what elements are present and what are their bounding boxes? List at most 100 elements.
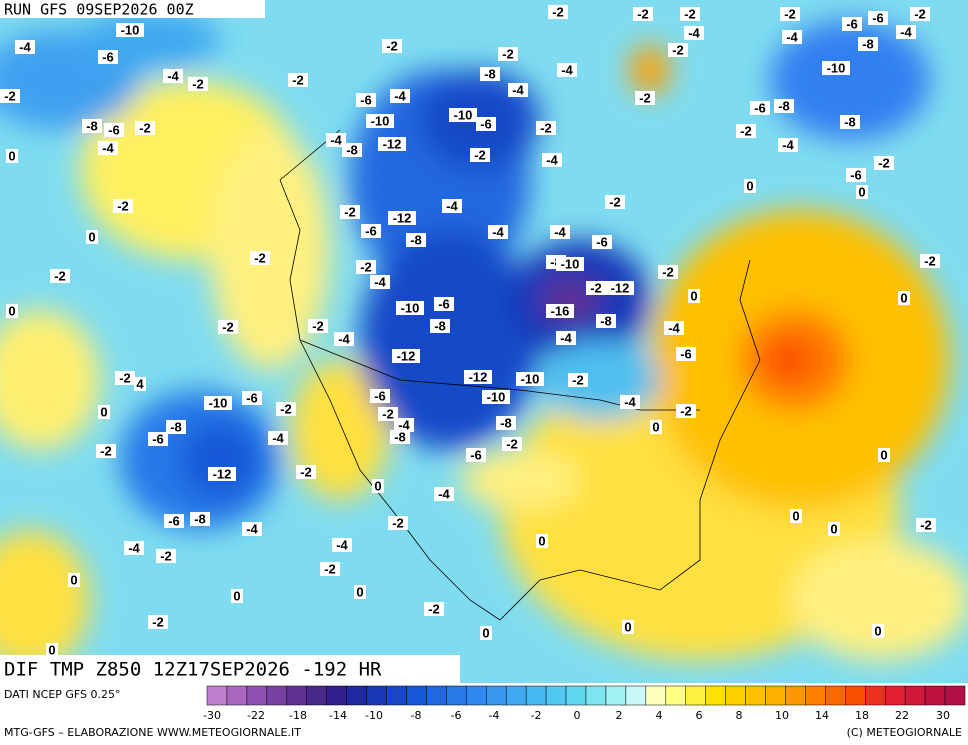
contour-label: -4: [246, 521, 258, 536]
contour-label: 0: [233, 588, 240, 603]
contour-label: -4: [561, 62, 573, 77]
contour-label-box: [388, 516, 408, 530]
contour-label-box: [356, 260, 376, 274]
contour-label: -2: [360, 259, 372, 274]
contour-label: -10: [487, 389, 506, 404]
colorbar-swatch: [685, 685, 706, 706]
contour-label: -6: [480, 116, 492, 131]
contour-label: -10: [454, 107, 473, 122]
contour-label-box: [557, 63, 577, 77]
colorbar-swatch: [924, 685, 946, 706]
contour-label-box: [164, 514, 184, 528]
contour-label: -2: [222, 319, 234, 334]
contour-label-box: [113, 199, 133, 213]
contour-label: 4: [136, 376, 144, 391]
contour-label: -6: [152, 431, 164, 446]
contour-label: -4: [546, 152, 558, 167]
contour-label: 0: [8, 303, 15, 318]
contour-label: -10: [561, 256, 580, 271]
contour-label: -10: [371, 113, 390, 128]
contour-label: -2: [324, 561, 336, 576]
colorbar-swatch: [845, 685, 866, 706]
contour-label: 0: [624, 619, 631, 634]
contour-label-box: [874, 156, 894, 170]
contour-label-box: [750, 101, 770, 115]
contour-label: -4: [167, 68, 179, 83]
contour-label-box: [242, 522, 262, 536]
contour-label: -6: [754, 100, 766, 115]
contour-label-box: [898, 291, 910, 305]
contour-label-box: [288, 73, 308, 87]
contour-label: -16: [551, 303, 570, 318]
colorbar-swatch: [725, 685, 746, 706]
contour-label-box: [782, 30, 802, 44]
colorbar-swatch: [545, 685, 567, 706]
contour-label: -4: [338, 331, 350, 346]
colorbar-swatch: [426, 685, 447, 706]
contour-label-box: [480, 67, 500, 81]
contour-label-box: [296, 465, 316, 479]
contour-label: -2: [552, 4, 564, 19]
contour-label: -6: [360, 92, 372, 107]
contour-label: -10: [209, 395, 228, 410]
contour-label-box: [366, 114, 394, 128]
contour-label-box: [498, 47, 518, 61]
contour-label-box: [396, 301, 424, 315]
contour-label: -6: [365, 223, 377, 238]
contour-label-box: [664, 321, 684, 335]
contour-label-box: [372, 479, 384, 493]
contour-label: -2: [502, 46, 514, 61]
contour-label-box: [910, 7, 930, 21]
colorbar-swatch: [944, 685, 966, 706]
contour-label-box: [392, 349, 420, 363]
contour-label: -4: [438, 486, 450, 501]
contour-label-box: [98, 405, 110, 419]
contour-label-box: [82, 119, 102, 133]
contour-label: 0: [874, 623, 881, 638]
contour-label-box: [250, 251, 270, 265]
contour-label: -2: [392, 515, 404, 530]
colorbar-label: 18: [855, 709, 869, 722]
contour-label-box: [370, 275, 390, 289]
colorbar-label: -6: [451, 709, 462, 722]
contour-label: -4: [688, 25, 700, 40]
contour-label-box: [920, 254, 940, 268]
contour-label-box: [449, 108, 477, 122]
contour-label: -4: [272, 430, 284, 445]
contour-label-box: [190, 512, 210, 526]
contour-label: -6: [470, 447, 482, 462]
contour-label: -4: [446, 198, 458, 213]
colorbar-swatch: [904, 685, 926, 706]
header-box: [0, 0, 265, 18]
colorbar-label: -8: [411, 709, 422, 722]
contour-label-box: [430, 319, 450, 333]
contour-label-box: [134, 377, 146, 391]
contour-label: -10: [121, 22, 140, 37]
contour-label: -8: [844, 114, 856, 129]
contour-label-box: [390, 89, 410, 103]
product-box: [0, 655, 460, 683]
contour-label-box: [856, 185, 868, 199]
contour-label: -8: [86, 118, 98, 133]
contour-label-box: [658, 265, 678, 279]
contour-label-box: [354, 585, 366, 599]
contour-label-box: [218, 320, 238, 334]
contour-label: -2: [609, 194, 621, 209]
contour-label: 0: [88, 229, 95, 244]
contour-label-box: [556, 257, 584, 271]
contour-label-box: [650, 420, 662, 434]
colorbar-swatch: [884, 685, 906, 706]
colorbar-swatch: [326, 685, 347, 706]
contour-label: 0: [48, 642, 55, 657]
contour-label-box: [596, 314, 616, 328]
colorbar-label: -22: [247, 709, 265, 722]
contour-label: -6: [246, 390, 258, 405]
contour-label: 0: [746, 178, 753, 193]
colorbar-swatch: [585, 685, 607, 706]
contour-label: -4: [512, 82, 524, 97]
colorbar-swatch: [286, 685, 307, 706]
contour-label: -2: [740, 123, 752, 138]
contour-label: -2: [280, 401, 292, 416]
contour-label-box: [488, 225, 508, 239]
